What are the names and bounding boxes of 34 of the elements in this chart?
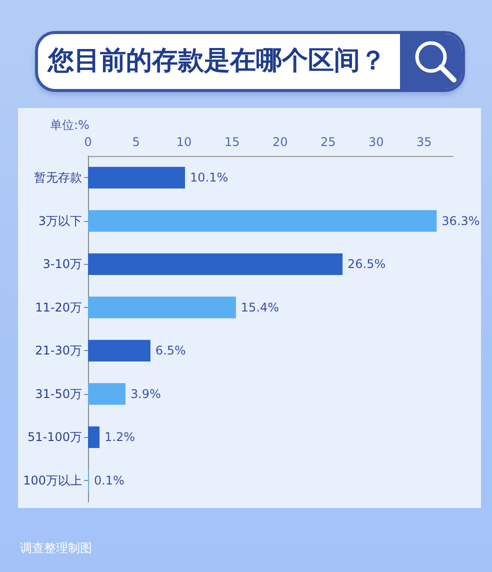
data-label: 3.9% — [130, 386, 161, 401]
y-tick-label: 暂无存款 — [34, 170, 82, 185]
data-label: 15.4% — [240, 300, 280, 314]
data-label: 10.1% — [190, 170, 228, 185]
x-tick-label: 25 — [320, 135, 336, 149]
bar — [88, 426, 100, 448]
chart-title: 您目前的存款是在哪个区间？ — [48, 45, 386, 78]
data-label: 26.5% — [348, 257, 386, 272]
bar — [88, 296, 236, 318]
x-axis-title: 单位:% — [50, 117, 90, 134]
data-label: 0.1% — [94, 473, 124, 488]
y-tick-label: 3-10万 — [42, 257, 82, 272]
x-tick-label: 15 — [224, 135, 240, 149]
data-label: 36.3% — [442, 214, 480, 228]
y-tick-label: 31-50万 — [35, 386, 82, 401]
x-tick-label: 20 — [272, 135, 288, 149]
x-tick-label: 0 — [84, 135, 92, 149]
y-tick-label: 51-100万 — [27, 430, 82, 444]
data-label: 1.2% — [104, 430, 136, 444]
bar — [88, 210, 437, 232]
text: 调查整理制图 — [20, 540, 92, 557]
y-tick-label: 21-30万 — [35, 344, 82, 358]
x-tick-label: 5 — [132, 135, 140, 149]
bar — [88, 383, 126, 405]
bar — [88, 253, 343, 275]
x-tick-label: 30 — [368, 135, 384, 149]
bar — [88, 166, 186, 188]
bar — [88, 340, 150, 362]
data-label: 6.5% — [155, 344, 186, 358]
x-tick-label: 35 — [416, 135, 432, 149]
y-tick-label: 11-20万 — [35, 300, 82, 314]
y-tick-label: 100万以上 — [23, 473, 82, 488]
x-tick-label: 10 — [176, 135, 192, 149]
y-tick-label: 3万以下 — [38, 214, 82, 228]
